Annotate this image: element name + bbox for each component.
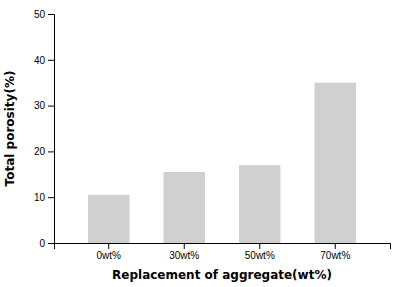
tick-label: 30: [34, 100, 46, 111]
tick-label: 0wt%: [97, 250, 122, 261]
bars: [88, 83, 356, 243]
tick-line: [48, 14, 54, 15]
y-axis-title: Total porosity(%): [3, 71, 17, 187]
tick-line: [48, 151, 54, 152]
tick: 30wt%: [169, 243, 199, 261]
x-axis: 0wt% 30wt% 50wt% 70wt%: [55, 243, 391, 261]
tick: 0: [39, 238, 54, 249]
bar: [163, 172, 205, 243]
plot: 0 10 20 30 40 50 0wt% 30wt% 50wt% 70wt%: [34, 9, 391, 261]
tick: 0wt%: [97, 243, 122, 261]
y-axis: 0 10 20 30 40 50: [34, 9, 55, 249]
tick-label: 20: [34, 146, 46, 157]
tick-line: [335, 243, 336, 249]
tick-label: 0: [39, 238, 45, 249]
bar: [239, 165, 281, 243]
tick-line: [259, 243, 260, 249]
bar: [314, 83, 356, 243]
tick-line: [48, 197, 54, 198]
chart: 0 10 20 30 40 50 0wt% 30wt% 50wt% 70wt% Replacemen…: [0, 0, 404, 287]
tick-label: 50wt%: [245, 250, 275, 261]
tick-label: 70wt%: [320, 250, 350, 261]
x-axis-title: Replacement of aggregate(wt%): [112, 268, 332, 282]
tick-line: [184, 243, 185, 249]
tick-label: 40: [34, 55, 46, 66]
bar: [88, 195, 130, 243]
axis-domain: [55, 244, 391, 250]
axis-domain: [48, 15, 55, 244]
tick-label: 10: [34, 192, 46, 203]
tick-label: 30wt%: [169, 250, 199, 261]
tick-line: [48, 243, 54, 244]
tick: 30: [34, 100, 54, 111]
tick-line: [48, 60, 54, 61]
tick: 50: [34, 9, 54, 20]
tick: 20: [34, 146, 54, 157]
tick-line: [48, 106, 54, 107]
tick: 40: [34, 55, 54, 66]
tick-label: 50: [34, 9, 46, 20]
tick-line: [108, 243, 109, 249]
tick: 70wt%: [320, 243, 350, 261]
tick: 10: [34, 192, 54, 203]
tick: 50wt%: [245, 243, 275, 261]
